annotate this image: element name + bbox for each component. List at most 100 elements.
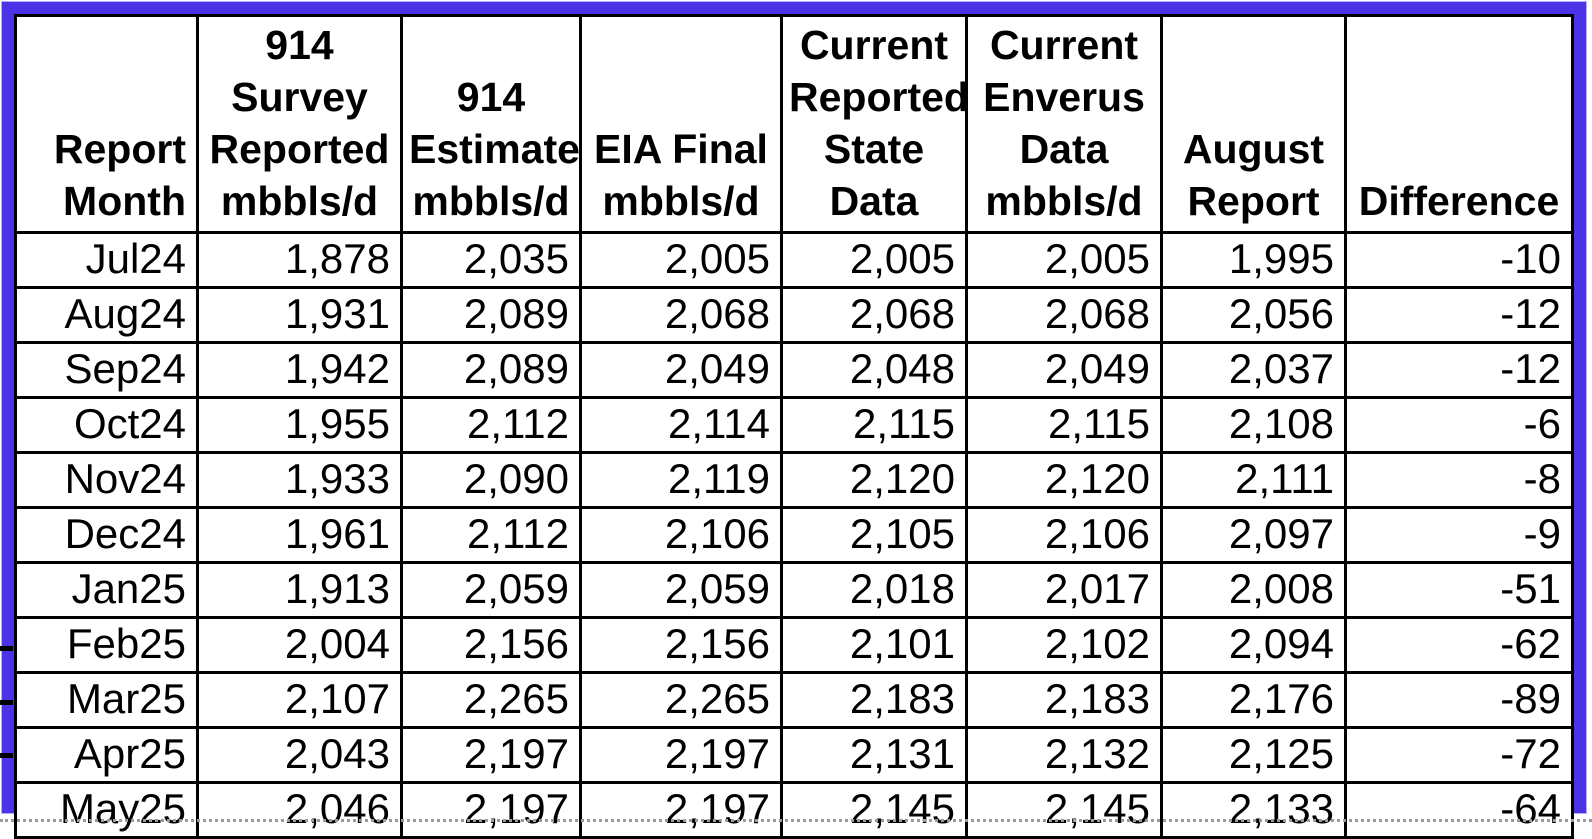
cell-survey-reported: 1,961	[196, 506, 403, 564]
cell-august-report: 2,133	[1160, 781, 1347, 839]
cell-state-data: 2,018	[780, 561, 968, 619]
table-row: Jul24 1,878 2,035 2,005 2,005 2,005 1,995 -10	[14, 231, 1574, 289]
cell-state-data: 2,131	[780, 726, 968, 784]
cell-august-report: 2,094	[1160, 616, 1347, 674]
cell-august-report: 2,125	[1160, 726, 1347, 784]
cell-difference: -51	[1344, 561, 1574, 619]
cell-report-month: Sep24	[14, 341, 199, 399]
left-edge-gridline-tick	[0, 753, 13, 758]
cell-difference: -12	[1344, 341, 1574, 399]
table-row: Sep24 1,942 2,089 2,049 2,048 2,049 2,037 -12	[14, 341, 1574, 399]
cell-state-data: 2,048	[780, 341, 968, 399]
cell-difference: -62	[1344, 616, 1574, 674]
cell-enverus-data: 2,106	[965, 506, 1163, 564]
cell-difference: -9	[1344, 506, 1574, 564]
cell-survey-reported: 2,043	[196, 726, 403, 784]
cell-august-report: 2,097	[1160, 506, 1347, 564]
cell-report-month: Dec24	[14, 506, 199, 564]
cell-estimate-914: 2,089	[400, 286, 582, 344]
column-header-914-survey-reported: 914 Survey Reported mbbls/d	[196, 14, 403, 234]
cell-august-report: 2,037	[1160, 341, 1347, 399]
table-row: Aug24 1,931 2,089 2,068 2,068 2,068 2,056 -12	[14, 286, 1574, 344]
cell-enverus-data: 2,115	[965, 396, 1163, 454]
cell-august-report: 1,995	[1160, 231, 1347, 289]
cell-enverus-data: 2,132	[965, 726, 1163, 784]
cell-enverus-data: 2,049	[965, 341, 1163, 399]
left-edge-gridline-tick	[0, 646, 13, 651]
cell-eia-final: 2,156	[579, 616, 783, 674]
cell-enverus-data: 2,145	[965, 781, 1163, 839]
table-row: Dec24 1,961 2,112 2,106 2,105 2,106 2,097 -9	[14, 506, 1574, 564]
cell-estimate-914: 2,265	[400, 671, 582, 729]
cell-report-month: Nov24	[14, 451, 199, 509]
cell-estimate-914: 2,089	[400, 341, 582, 399]
cell-difference: -6	[1344, 396, 1574, 454]
cell-estimate-914: 2,197	[400, 781, 582, 839]
cell-report-month: May25	[14, 781, 199, 839]
cell-survey-reported: 1,942	[196, 341, 403, 399]
left-edge-gridline-tick	[0, 700, 13, 705]
cell-eia-final: 2,059	[579, 561, 783, 619]
cell-estimate-914: 2,035	[400, 231, 582, 289]
production-data-table: Report Month 914 Survey Reported mbbls/d…	[14, 14, 1574, 839]
table-row: Feb25 2,004 2,156 2,156 2,101 2,102 2,094 -62	[14, 616, 1574, 674]
cell-report-month: Oct24	[14, 396, 199, 454]
cell-enverus-data: 2,183	[965, 671, 1163, 729]
table-row: May25 2,046 2,197 2,197 2,145 2,145 2,133 -64	[14, 781, 1574, 839]
cell-estimate-914: 2,112	[400, 506, 582, 564]
table-row: Oct24 1,955 2,112 2,114 2,115 2,115 2,108 -6	[14, 396, 1574, 454]
column-header-current-reported-state-data: Current Reported State Data	[780, 14, 968, 234]
cell-eia-final: 2,197	[579, 781, 783, 839]
cell-difference: -64	[1344, 781, 1574, 839]
cell-difference: -8	[1344, 451, 1574, 509]
table-body: Jul24 1,878 2,035 2,005 2,005 2,005 1,995 -10 Au…	[14, 231, 1574, 839]
cell-state-data: 2,145	[780, 781, 968, 839]
column-header-august-report: August Report	[1160, 14, 1347, 234]
cell-state-data: 2,101	[780, 616, 968, 674]
column-header-difference: Difference	[1344, 14, 1574, 234]
cell-survey-reported: 2,004	[196, 616, 403, 674]
cell-report-month: Apr25	[14, 726, 199, 784]
cell-state-data: 2,183	[780, 671, 968, 729]
cell-survey-reported: 2,107	[196, 671, 403, 729]
cell-report-month: Jul24	[14, 231, 199, 289]
cell-report-month: Feb25	[14, 616, 199, 674]
cell-survey-reported: 1,955	[196, 396, 403, 454]
cell-eia-final: 2,114	[579, 396, 783, 454]
cell-state-data: 2,005	[780, 231, 968, 289]
table-row: Apr25 2,043 2,197 2,197 2,131 2,132 2,125 -72	[14, 726, 1574, 784]
cell-survey-reported: 2,046	[196, 781, 403, 839]
cell-enverus-data: 2,120	[965, 451, 1163, 509]
column-header-eia-final: EIA Final mbbls/d	[579, 14, 783, 234]
cell-eia-final: 2,106	[579, 506, 783, 564]
cell-report-month: Jan25	[14, 561, 199, 619]
cell-survey-reported: 1,931	[196, 286, 403, 344]
cell-state-data: 2,115	[780, 396, 968, 454]
cell-estimate-914: 2,156	[400, 616, 582, 674]
cell-difference: -89	[1344, 671, 1574, 729]
cell-eia-final: 2,068	[579, 286, 783, 344]
cell-state-data: 2,105	[780, 506, 968, 564]
cell-state-data: 2,120	[780, 451, 968, 509]
table-row: Jan25 1,913 2,059 2,059 2,018 2,017 2,008 -51	[14, 561, 1574, 619]
table-header-row: Report Month 914 Survey Reported mbbls/d…	[14, 14, 1574, 234]
cell-august-report: 2,056	[1160, 286, 1347, 344]
cell-state-data: 2,068	[780, 286, 968, 344]
column-header-report-month: Report Month	[14, 14, 199, 234]
cell-estimate-914: 2,197	[400, 726, 582, 784]
cell-estimate-914: 2,090	[400, 451, 582, 509]
cell-eia-final: 2,049	[579, 341, 783, 399]
column-header-current-enverus-data: Current Enverus Data mbbls/d	[965, 14, 1163, 234]
cell-survey-reported: 1,933	[196, 451, 403, 509]
cell-enverus-data: 2,068	[965, 286, 1163, 344]
cell-enverus-data: 2,005	[965, 231, 1163, 289]
cell-august-report: 2,176	[1160, 671, 1347, 729]
cell-difference: -10	[1344, 231, 1574, 289]
cell-eia-final: 2,119	[579, 451, 783, 509]
cell-eia-final: 2,005	[579, 231, 783, 289]
cell-survey-reported: 1,878	[196, 231, 403, 289]
cell-estimate-914: 2,059	[400, 561, 582, 619]
cell-august-report: 2,108	[1160, 396, 1347, 454]
